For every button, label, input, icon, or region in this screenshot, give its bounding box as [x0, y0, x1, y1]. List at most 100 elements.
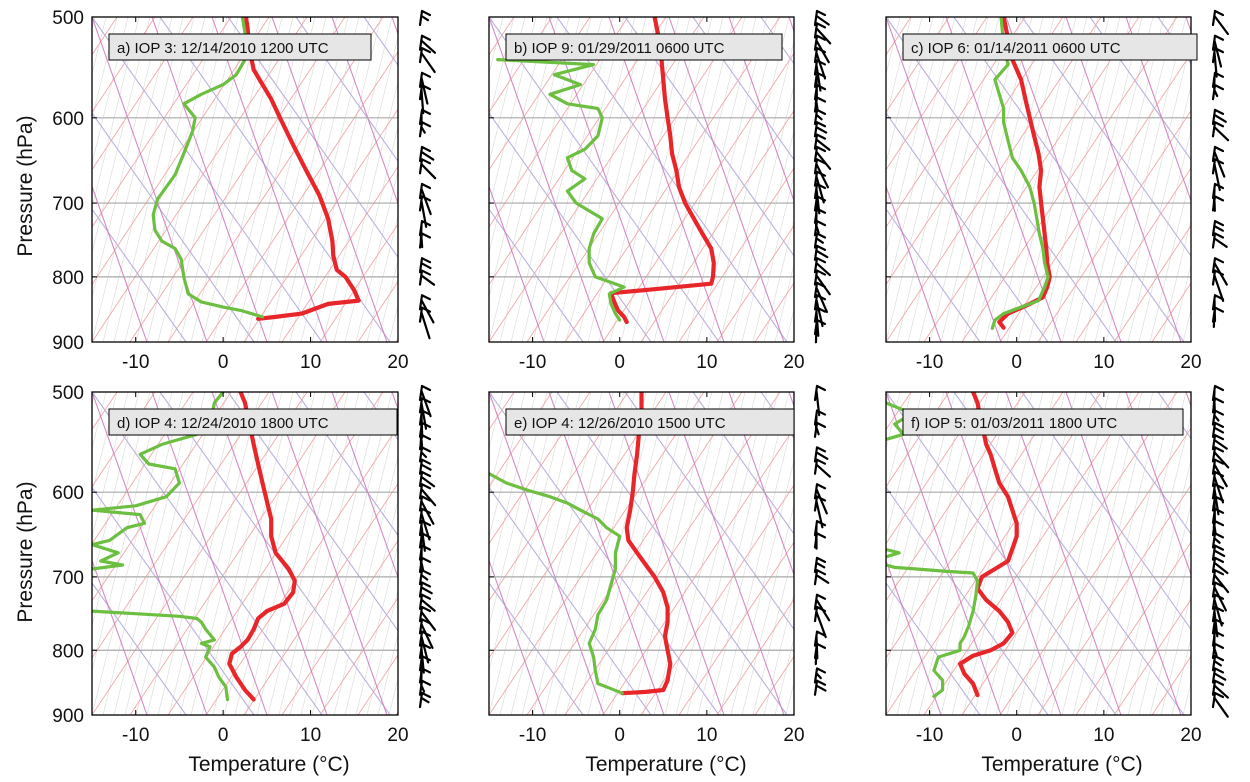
moist-adiabat-line	[886, 17, 1002, 342]
mixing-ratio-line	[697, 17, 779, 342]
mixing-ratio-line	[940, 392, 1022, 715]
dry-adiabat-line	[1089, 17, 1191, 161]
moist-adiabat-line	[1005, 17, 1122, 342]
mixing-ratio-line	[355, 169, 398, 342]
wind-barb-column	[1211, 384, 1230, 718]
moist-adiabat-line	[1246, 17, 1250, 342]
mixing-ratio-line	[1050, 392, 1132, 715]
mixing-ratio-line	[366, 588, 398, 715]
dry-adiabat-line	[489, 392, 720, 715]
isotherm-line	[886, 17, 1064, 286]
temperature-line-d-0	[227, 392, 297, 702]
mixing-ratio-line	[92, 17, 129, 165]
moist-adiabat-line	[92, 392, 208, 715]
mixing-ratio-line	[808, 392, 888, 715]
isotherm-line	[92, 392, 156, 488]
dewpoint-line-d-1	[92, 609, 230, 702]
mixing-ratio-line	[719, 39, 794, 342]
wind-barb	[418, 384, 432, 418]
isotherm-line	[526, 392, 743, 715]
isotherm-line	[999, 427, 1191, 715]
wind-barb	[418, 556, 432, 574]
dry-adiabat-line	[953, 17, 1185, 342]
mixing-ratio-line	[489, 17, 548, 255]
mixing-ratio-line	[377, 632, 398, 715]
isotherm-line	[489, 392, 629, 602]
moist-adiabat-line	[886, 558, 942, 715]
mixing-ratio-line	[785, 308, 794, 342]
wind-barb	[813, 244, 829, 261]
dry-adiabat-line	[1226, 17, 1250, 342]
wind-barb-column	[418, 384, 437, 709]
wind-barb	[418, 182, 432, 216]
x-tick-label: -10	[916, 352, 943, 373]
x-tick-label: -10	[519, 352, 546, 373]
isotherm-line	[243, 482, 398, 715]
mixing-ratio-line	[940, 17, 1022, 342]
mixing-ratio-line	[489, 392, 548, 628]
mixing-ratio-line	[886, 392, 901, 450]
thermo-background	[798, 392, 1250, 715]
wind-barb	[813, 232, 827, 249]
mixing-ratio-line	[135, 392, 217, 715]
mixing-ratio-line	[785, 681, 794, 715]
x-tick-label: 20	[783, 352, 804, 373]
mixing-ratio-line	[1160, 592, 1191, 715]
mixing-ratio-line	[763, 592, 794, 715]
mixing-ratio-line	[886, 17, 901, 76]
isotherm-line	[489, 392, 591, 545]
mixing-ratio-line	[333, 80, 398, 342]
panel-label-e: e) IOP 4: 12/26/2010 1500 UTC	[514, 415, 726, 432]
moist-adiabat-line	[1246, 392, 1250, 715]
y-tick-label: 500	[52, 8, 84, 29]
mixing-ratio-line	[741, 503, 794, 715]
mixing-ratio-line	[609, 392, 691, 715]
panel-a: -10 0 10 20 500 600 700 800 900 a) IOP 3: 12/14/2…	[0, 8, 437, 373]
y-tick-label: 600	[52, 483, 84, 504]
mixing-ratio-line	[92, 17, 140, 210]
wind-barb	[1211, 108, 1227, 125]
mixing-ratio-line	[752, 173, 794, 342]
isotherm-line	[0, 17, 79, 342]
mixing-ratio-line	[1094, 392, 1176, 715]
wind-barb	[1211, 446, 1230, 469]
moist-adiabat-line	[728, 17, 794, 203]
mixing-ratio-line	[245, 17, 327, 342]
mixing-ratio-line	[92, 17, 162, 299]
mixing-ratio-line	[489, 17, 493, 31]
isotherm-line	[92, 17, 156, 114]
isotherm-line	[489, 17, 629, 228]
wind-barb	[813, 556, 827, 574]
dry-adiabat-line	[227, 392, 398, 632]
wind-barb	[813, 667, 827, 684]
wind-barb	[1211, 232, 1228, 249]
mixing-ratio-line	[1238, 17, 1250, 342]
isotherm-line	[602, 427, 794, 715]
mixing-ratio-line	[489, 392, 559, 673]
isotherm-line	[489, 392, 553, 488]
y-axis-label-top: Pressure (hPa)	[14, 115, 37, 256]
wind-barb	[1211, 679, 1229, 699]
mixing-ratio-line	[278, 17, 360, 342]
wind-barb	[1211, 84, 1225, 101]
dry-adiabat-line	[692, 392, 794, 535]
isotherm-line	[489, 392, 667, 659]
mixing-ratio-line	[489, 392, 570, 715]
x-tick-label: -10	[122, 725, 149, 746]
mixing-ratio-line	[886, 17, 945, 255]
mixing-ratio-line	[929, 17, 1011, 342]
dry-adiabat-line	[886, 112, 1049, 342]
dewpoint-line-c-1	[990, 17, 1050, 330]
wind-barb	[418, 306, 432, 340]
x-tick-label: 20	[1180, 352, 1201, 373]
mixing-ratio-line	[333, 455, 398, 715]
moist-adiabat-line	[331, 392, 398, 580]
wind-barb	[418, 158, 437, 180]
wind-barb	[418, 34, 437, 54]
mixing-ratio-line	[489, 392, 515, 495]
isotherm-line	[999, 52, 1191, 342]
mixing-ratio-line	[798, 392, 878, 715]
wind-barb	[418, 679, 432, 696]
wind-barb	[813, 46, 827, 80]
